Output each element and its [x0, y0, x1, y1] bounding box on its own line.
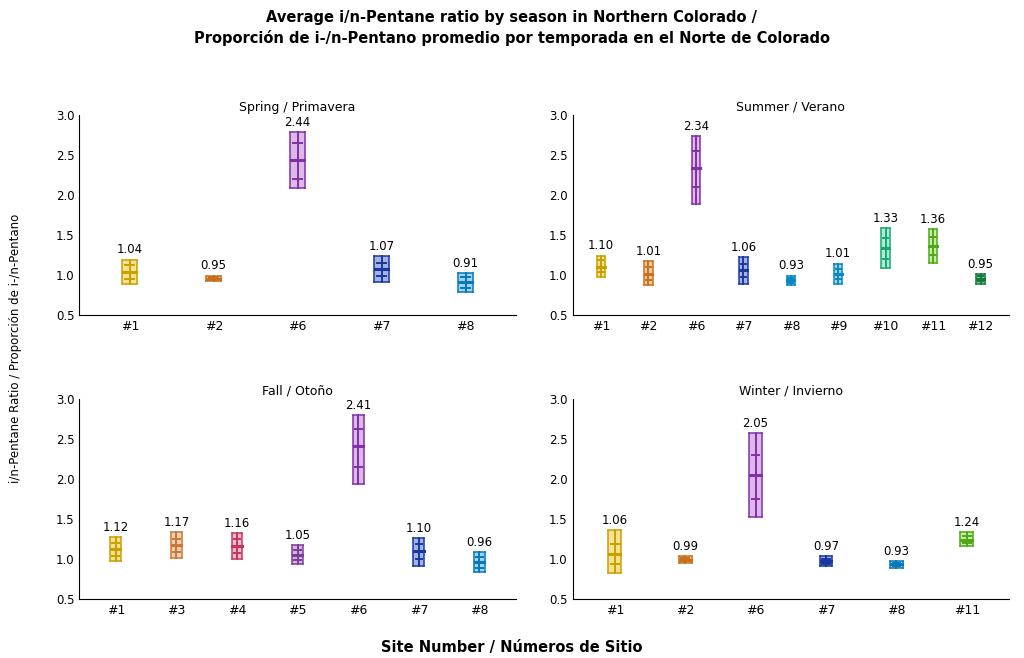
Text: 0.93: 0.93 — [778, 259, 804, 272]
Text: i/n-Pentane Ratio / Proporción de i-/n-Pentano: i/n-Pentane Ratio / Proporción de i-/n-P… — [9, 214, 22, 484]
Text: 1.06: 1.06 — [730, 241, 757, 254]
Text: 0.96: 0.96 — [466, 536, 493, 549]
Text: 2.05: 2.05 — [742, 417, 769, 430]
Text: 2.41: 2.41 — [345, 399, 372, 411]
Text: 2.44: 2.44 — [285, 116, 310, 129]
Text: 1.05: 1.05 — [285, 529, 310, 542]
Title: Spring / Primavera: Spring / Primavera — [240, 101, 355, 114]
Title: Fall / Otoño: Fall / Otoño — [262, 385, 333, 397]
Text: 1.36: 1.36 — [920, 213, 946, 226]
Text: 1.12: 1.12 — [102, 521, 129, 534]
Text: 2.34: 2.34 — [683, 120, 709, 133]
Text: 1.24: 1.24 — [953, 517, 980, 529]
Text: 1.33: 1.33 — [872, 212, 899, 225]
Text: 0.99: 0.99 — [672, 540, 698, 553]
Text: 0.95: 0.95 — [968, 258, 993, 270]
Text: 1.16: 1.16 — [224, 517, 250, 530]
Text: 0.95: 0.95 — [201, 259, 226, 272]
Text: 0.93: 0.93 — [884, 545, 909, 558]
Text: 1.06: 1.06 — [602, 514, 628, 527]
Text: 1.04: 1.04 — [117, 243, 143, 257]
Text: 1.10: 1.10 — [406, 522, 432, 535]
Text: 1.07: 1.07 — [369, 240, 394, 253]
Text: Site Number / Números de Sitio: Site Number / Números de Sitio — [381, 640, 643, 655]
Text: 1.01: 1.01 — [636, 245, 662, 258]
Text: 1.17: 1.17 — [163, 517, 189, 529]
Text: 0.91: 0.91 — [453, 257, 478, 270]
Text: Average i/n-Pentane ratio by season in Northern Colorado /
Proporción de i-/n-Pe: Average i/n-Pentane ratio by season in N… — [194, 10, 830, 46]
Text: 1.10: 1.10 — [588, 240, 614, 252]
Title: Winter / Invierno: Winter / Invierno — [738, 385, 843, 397]
Text: 1.01: 1.01 — [825, 247, 851, 261]
Text: 0.97: 0.97 — [813, 540, 839, 553]
Title: Summer / Verano: Summer / Verano — [736, 101, 845, 114]
